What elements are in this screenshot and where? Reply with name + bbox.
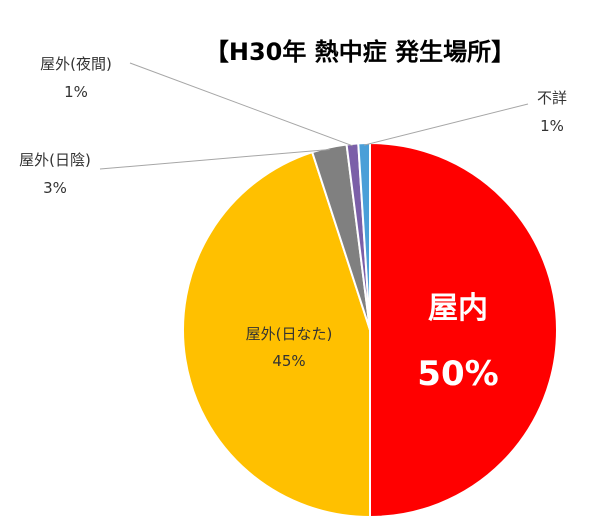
slice-label-outdoor-sun: 屋外(日なた) bbox=[246, 325, 333, 343]
slice-label-outdoor-night: 屋外(夜間) bbox=[40, 55, 112, 73]
slice-value-indoor: 50% bbox=[417, 354, 498, 394]
slice-label-outdoor-shade: 屋外(日陰) bbox=[19, 151, 91, 169]
leader-line-outdoor-shade bbox=[99, 148, 330, 170]
slice-value-outdoor-shade: 3% bbox=[43, 179, 67, 197]
slice-label-unknown: 不詳 bbox=[537, 89, 567, 107]
leader-line-unknown bbox=[364, 103, 529, 146]
slice-value-outdoor-sun: 45% bbox=[272, 352, 305, 370]
slice-value-unknown: 1% bbox=[540, 117, 564, 135]
pie-slice-unknown bbox=[357, 141, 371, 331]
leader-line-outdoor-night bbox=[129, 62, 353, 147]
pie-slice-outdoor-sun bbox=[182, 150, 371, 519]
slice-value-outdoor-night: 1% bbox=[64, 83, 88, 101]
slice-label-indoor: 屋内 bbox=[428, 291, 488, 326]
chart-title: 【H30年 熱中症 発生場所】 bbox=[205, 38, 515, 66]
pie-slice-indoor bbox=[369, 141, 558, 519]
